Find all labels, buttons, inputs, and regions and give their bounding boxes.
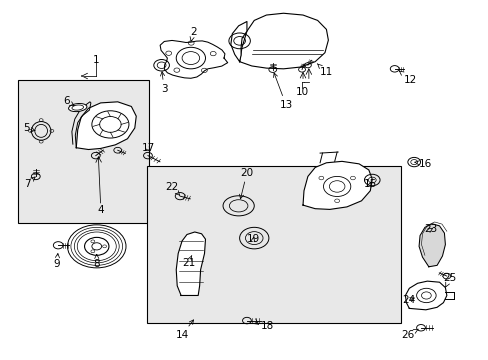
Text: 25: 25 (443, 273, 456, 287)
Polygon shape (405, 281, 446, 310)
Text: 11: 11 (317, 64, 332, 77)
Text: 8: 8 (93, 255, 100, 269)
Text: 24: 24 (402, 295, 415, 305)
Text: 23: 23 (423, 225, 436, 234)
Text: 15: 15 (363, 179, 376, 189)
Bar (18, 80, 149, 223)
Polygon shape (176, 232, 205, 296)
Text: 7: 7 (24, 177, 35, 189)
Text: 21: 21 (182, 255, 195, 268)
Text: 9: 9 (53, 253, 60, 269)
Text: 14: 14 (175, 320, 193, 340)
Polygon shape (76, 102, 136, 149)
Polygon shape (303, 161, 371, 210)
Ellipse shape (68, 103, 87, 112)
Text: 12: 12 (399, 71, 416, 85)
Text: 2: 2 (190, 27, 196, 41)
Text: 20: 20 (239, 168, 253, 199)
Text: 5: 5 (22, 123, 35, 133)
Text: 16: 16 (414, 159, 431, 169)
Text: 26: 26 (401, 329, 418, 340)
Polygon shape (239, 13, 328, 69)
Ellipse shape (72, 105, 83, 110)
Text: 18: 18 (261, 321, 274, 331)
Text: 10: 10 (295, 87, 308, 97)
Polygon shape (160, 40, 227, 78)
Polygon shape (418, 224, 445, 267)
Text: 22: 22 (165, 182, 179, 195)
Bar (147, 166, 400, 323)
Text: 1: 1 (92, 55, 99, 65)
Text: 13: 13 (273, 73, 292, 110)
Text: 3: 3 (160, 72, 167, 94)
Polygon shape (230, 22, 246, 62)
Text: 19: 19 (246, 234, 259, 244)
Text: 17: 17 (141, 143, 154, 153)
Text: 6: 6 (63, 96, 74, 106)
Text: 4: 4 (97, 206, 104, 216)
